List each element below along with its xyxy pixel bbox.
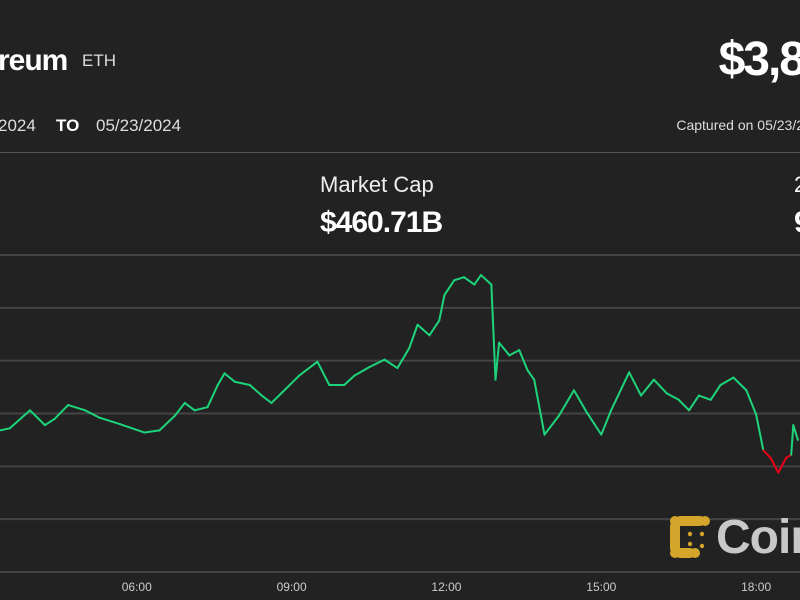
- line-segment: [316, 360, 331, 386]
- line-segment: [0, 427, 11, 432]
- line-segment: [283, 374, 301, 392]
- line-segment: [785, 453, 793, 459]
- line-segment: [526, 369, 536, 381]
- current-price: $3,8: [718, 33, 800, 86]
- line-segment: [98, 416, 121, 426]
- line-segment: [206, 383, 219, 409]
- line-segment: [248, 383, 263, 397]
- line-segment: [490, 283, 497, 381]
- line-segment: [193, 406, 209, 412]
- line-segment: [792, 424, 799, 441]
- asset-symbol: ETH: [82, 51, 116, 70]
- line-segment: [383, 358, 399, 370]
- date-range-to-label: TO: [56, 116, 80, 135]
- line-segment: [480, 274, 493, 286]
- line-segment: [233, 380, 251, 386]
- price-line: [0, 274, 799, 474]
- logo-wordmark: Coin: [716, 511, 800, 564]
- line-segment: [67, 404, 87, 412]
- line-segment: [53, 404, 70, 420]
- divider: [0, 152, 800, 153]
- line-segment: [732, 376, 748, 392]
- x-tick-label: 15:00: [586, 580, 616, 594]
- line-segment: [755, 413, 765, 452]
- line-segment: [652, 378, 668, 395]
- line-segment: [585, 411, 603, 436]
- line-segment: [518, 349, 529, 372]
- line-segment: [453, 276, 465, 282]
- line-segment: [416, 323, 431, 337]
- date-range-from: 2024: [0, 116, 36, 135]
- line-segment: [368, 358, 386, 369]
- line-segment: [353, 366, 371, 377]
- x-tick-label: 09:00: [277, 580, 307, 594]
- captured-date: Captured on 05/23/2: [676, 117, 800, 133]
- line-segment: [183, 401, 196, 412]
- stat-label-right: 2: [794, 172, 800, 198]
- market-cap-value: $460.71B: [320, 206, 443, 239]
- line-segment: [697, 394, 712, 401]
- line-segment: [628, 371, 643, 397]
- line-segment: [143, 429, 161, 434]
- line-segment: [28, 409, 46, 427]
- line-segment: [557, 389, 575, 417]
- line-segment: [343, 374, 356, 386]
- line-segment: [762, 449, 772, 459]
- line-segment: [298, 360, 319, 377]
- line-segment: [396, 346, 411, 370]
- line-segment: [408, 323, 419, 349]
- stat-value-right: 9: [794, 206, 800, 240]
- line-segment: [438, 294, 446, 322]
- line-segment: [270, 389, 286, 404]
- line-segment: [769, 456, 780, 474]
- line-segment: [173, 401, 186, 417]
- line-segment: [43, 417, 56, 427]
- line-segment: [118, 423, 146, 434]
- market-cap-label: Market Cap: [320, 172, 434, 197]
- line-segment: [533, 378, 546, 436]
- line-segment: [600, 409, 613, 436]
- x-tick-label: 12:00: [431, 580, 461, 594]
- line-segment: [572, 389, 588, 414]
- line-segment: [709, 383, 722, 401]
- date-range-to: 05/23/2024: [96, 116, 182, 135]
- line-segment: [463, 276, 476, 286]
- line-segment: [543, 414, 560, 436]
- line-segment: [216, 372, 226, 386]
- line-segment: [610, 371, 631, 412]
- line-segment: [473, 274, 483, 286]
- coindesk-logo-icon: [670, 516, 710, 558]
- line-segment: [223, 372, 236, 383]
- line-segment: [443, 279, 456, 297]
- line-segment: [84, 409, 101, 419]
- line-segment: [719, 376, 735, 386]
- gridlines: [0, 254, 800, 573]
- line-segment: [640, 378, 655, 397]
- line-segment: [260, 394, 273, 404]
- line-segment: [688, 394, 700, 412]
- line-segment: [498, 341, 511, 357]
- line-segment: [790, 424, 795, 456]
- line-segment: [665, 392, 680, 401]
- x-tick-label: 06:00: [122, 580, 152, 594]
- asset-name: reum: [0, 44, 68, 77]
- x-tick-label: 18:00: [741, 580, 771, 594]
- line-segment: [428, 319, 441, 337]
- line-segment: [745, 389, 758, 416]
- line-segment: [8, 409, 31, 430]
- line-segment: [508, 349, 521, 357]
- line-segment: [158, 414, 176, 432]
- line-segment: [777, 456, 788, 474]
- line-segment: [677, 398, 691, 412]
- line-segment: [494, 341, 501, 381]
- x-axis-ticks: 06:00 09:00 12:00 15:00 18:00: [122, 580, 772, 594]
